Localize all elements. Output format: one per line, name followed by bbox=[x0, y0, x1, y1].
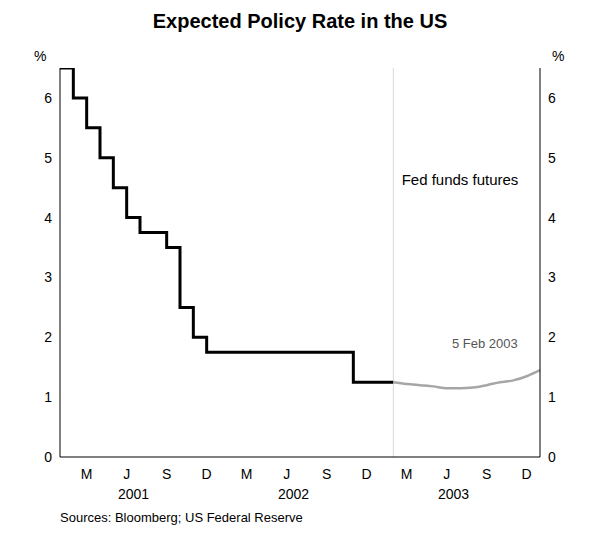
svg-text:J: J bbox=[123, 466, 130, 482]
svg-text:6: 6 bbox=[44, 90, 52, 106]
html-text:Sources: Bloomberg; US Federal: Sources: Bloomberg; US Federal Reserve bbox=[60, 510, 303, 525]
svg-text:1: 1 bbox=[548, 389, 556, 405]
svg-text:2003: 2003 bbox=[438, 486, 469, 502]
svg-text:3: 3 bbox=[44, 269, 52, 285]
svg-text:J: J bbox=[283, 466, 290, 482]
svg-text:4: 4 bbox=[44, 210, 52, 226]
svg-text:S: S bbox=[162, 466, 171, 482]
svg-text:1: 1 bbox=[44, 389, 52, 405]
svg-text:D: D bbox=[202, 466, 212, 482]
svg-text:2: 2 bbox=[548, 329, 556, 345]
svg-text:D: D bbox=[362, 466, 372, 482]
html-text:Fed funds futures: Fed funds futures bbox=[401, 171, 519, 188]
svg-text:2: 2 bbox=[44, 329, 52, 345]
html-text:Expected Policy Rate in the US: Expected Policy Rate in the US bbox=[152, 10, 448, 32]
svg-text:D: D bbox=[522, 466, 532, 482]
svg-text:5: 5 bbox=[548, 150, 556, 166]
svg-text:M: M bbox=[401, 466, 413, 482]
svg-text:5: 5 bbox=[44, 150, 52, 166]
svg-text:S: S bbox=[482, 466, 491, 482]
svg-text:4: 4 bbox=[548, 210, 556, 226]
svg-text:M: M bbox=[241, 466, 253, 482]
svg-text:2001: 2001 bbox=[118, 486, 149, 502]
svg-text:3: 3 bbox=[548, 269, 556, 285]
html-text:5 Feb 2003: 5 Feb 2003 bbox=[452, 336, 518, 351]
svg-text:0: 0 bbox=[548, 449, 556, 465]
svg-text:2002: 2002 bbox=[278, 486, 309, 502]
svg-text:M: M bbox=[81, 466, 93, 482]
svg-text:S: S bbox=[322, 466, 331, 482]
svg-text:J: J bbox=[443, 466, 450, 482]
svg-text:6: 6 bbox=[548, 90, 556, 106]
svg-text:0: 0 bbox=[44, 449, 52, 465]
